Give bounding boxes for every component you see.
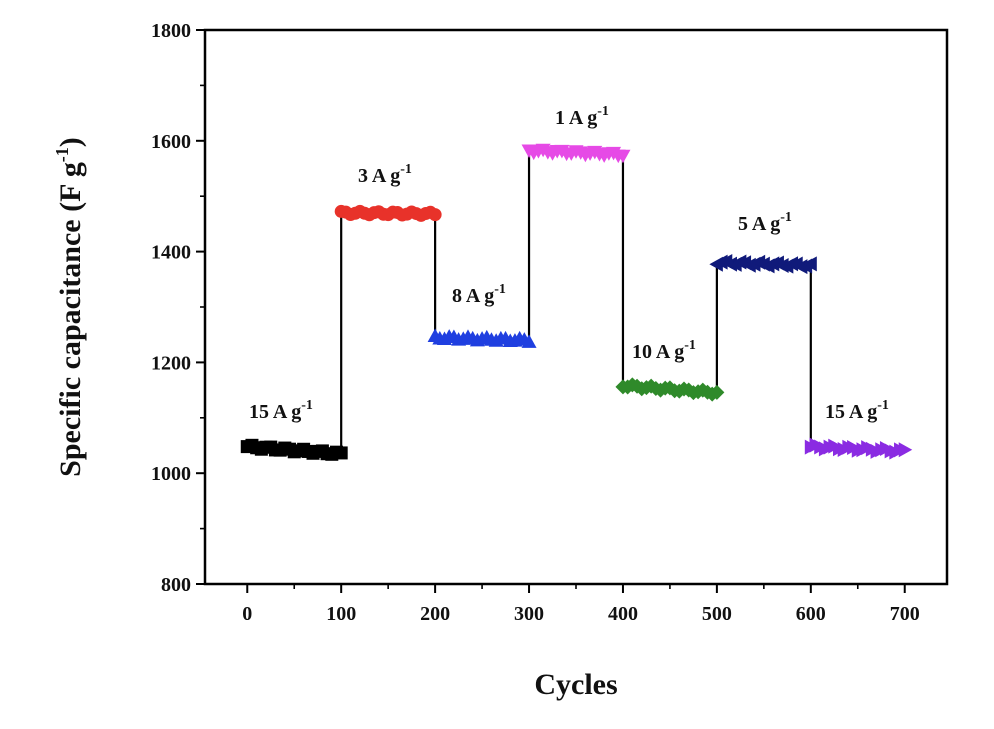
rate-annotation-sup: -1 — [400, 162, 412, 177]
y-axis-title-main: Specific capacitance (F g — [54, 162, 87, 477]
rate-annotation-sup: -1 — [301, 398, 313, 413]
y-axis-title: Specific capacitance (F g-1) — [52, 137, 87, 477]
rate-annotation: 1 A g-1 — [555, 104, 609, 129]
y-tick-label: 1000 — [151, 463, 191, 485]
data-point — [898, 442, 913, 458]
y-tick-label: 1200 — [151, 352, 191, 374]
x-tick-label: 300 — [514, 603, 544, 625]
rate-annotation-text: 3 A g — [358, 165, 400, 187]
series-5 — [615, 377, 725, 402]
step-connectors — [340, 150, 812, 454]
rate-annotation-text: 5 A g — [738, 213, 780, 235]
series-annotations: 15 A g-13 A g-18 A g-11 A g-110 A g-15 A… — [249, 104, 889, 423]
rate-annotation-text: 8 A g — [452, 285, 494, 307]
x-tick-label: 0 — [242, 603, 252, 625]
data-point — [615, 149, 631, 164]
x-tick-label: 400 — [608, 603, 638, 625]
x-tick-label: 200 — [420, 603, 450, 625]
x-tick-label: 700 — [890, 603, 920, 625]
x-axis-title: Cycles — [534, 668, 617, 701]
series-7 — [804, 437, 913, 460]
rate-annotation-sup: -1 — [597, 104, 609, 119]
series-1 — [240, 438, 348, 461]
series-2 — [334, 204, 442, 222]
data-point — [428, 208, 442, 222]
y-tick-label: 800 — [161, 574, 191, 596]
series-3 — [427, 328, 537, 348]
x-tick-label: 500 — [702, 603, 732, 625]
rate-annotation-text: 1 A g — [555, 107, 597, 129]
rate-annotation: 10 A g-1 — [632, 338, 696, 363]
rate-annotation: 8 A g-1 — [452, 282, 506, 307]
rate-annotation: 3 A g-1 — [358, 162, 412, 187]
series-6 — [709, 254, 817, 275]
data-point — [803, 256, 817, 272]
y-tick-label: 1800 — [151, 20, 191, 42]
rate-annotation-sup: -1 — [494, 282, 506, 297]
rate-annotation-sup: -1 — [684, 338, 696, 353]
rate-annotation-sup: -1 — [877, 398, 889, 413]
axis-ticks: 0 100 200 300 400 500 600 700 800 1000 1200 1400 160… — [151, 20, 920, 625]
data-point — [334, 446, 348, 460]
rate-annotation-text: 15 A g — [825, 401, 877, 423]
rate-annotation: 15 A g-1 — [249, 398, 313, 423]
series-4 — [521, 143, 631, 164]
series-markers — [240, 143, 913, 461]
y-tick-label: 1400 — [151, 242, 191, 264]
x-tick-label: 100 — [326, 603, 356, 625]
y-axis-title-close: ) — [54, 137, 87, 147]
y-tick-label: 1600 — [151, 131, 191, 153]
data-point — [709, 384, 725, 400]
data-point — [521, 334, 537, 348]
rate-annotation-sup: -1 — [780, 210, 792, 225]
y-axis-title-sup: -1 — [52, 147, 72, 162]
x-tick-label: 600 — [796, 603, 826, 625]
rate-annotation: 5 A g-1 — [738, 210, 792, 235]
rate-annotation-text: 10 A g — [632, 341, 684, 363]
rate-annotation: 15 A g-1 — [825, 398, 889, 423]
rate-annotation-text: 15 A g — [249, 401, 301, 423]
